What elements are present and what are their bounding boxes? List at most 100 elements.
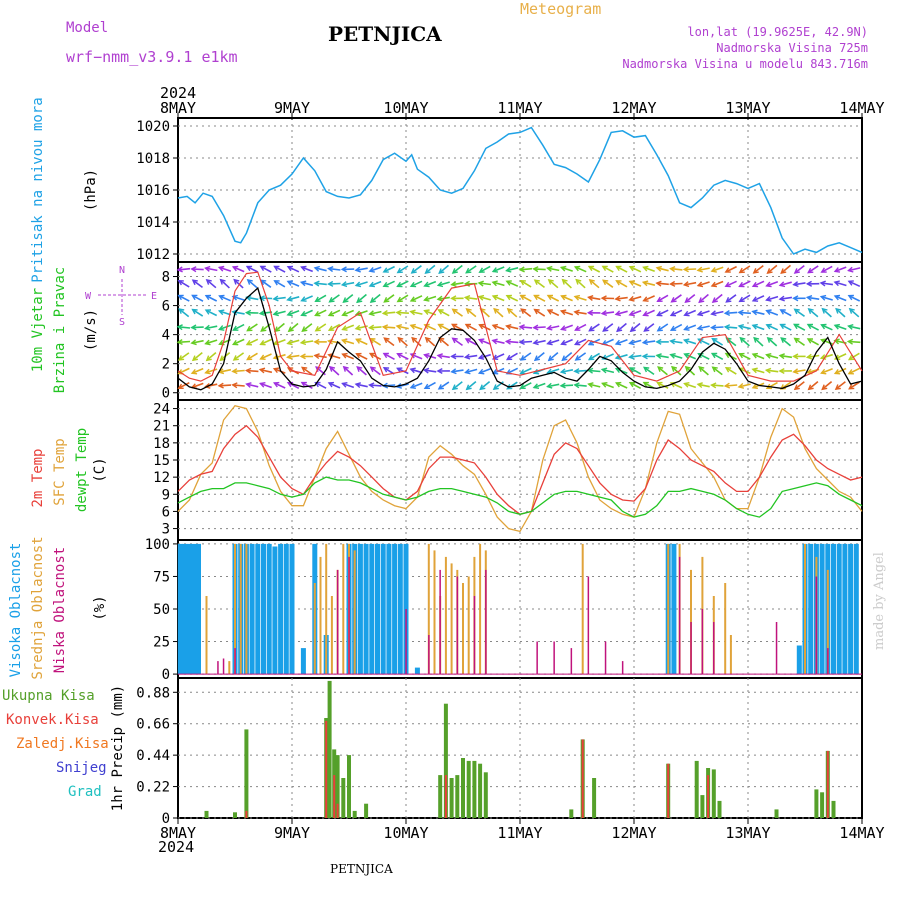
wind-arrow: [767, 337, 778, 347]
wind-arrow: [739, 294, 751, 303]
wind-arrow-head: [396, 296, 403, 303]
wind-arrow-head: [451, 268, 458, 274]
wind-arrow-head: [806, 338, 813, 344]
total_precip-bar: [831, 800, 836, 818]
mid_cloud-bar: [205, 596, 208, 675]
wind-arrow-head: [533, 308, 540, 315]
wind-arrow: [574, 369, 587, 373]
wind-arrow-head: [245, 382, 252, 388]
high_cloud-bar: [196, 543, 201, 675]
wind-arrow-head: [436, 367, 443, 375]
wind-arrow-head: [368, 281, 375, 288]
wind-arrow: [602, 265, 614, 273]
wind-arrow-head: [191, 279, 198, 286]
wind-arrow: [547, 267, 560, 272]
wind-arrow: [369, 266, 382, 272]
wind-arrow: [820, 282, 834, 286]
wind-arrow-head: [231, 339, 239, 346]
wind-arrow: [397, 280, 409, 288]
wind-arrow-head: [614, 367, 622, 374]
wind-arrow-head: [327, 310, 335, 317]
mid_cloud-bar: [342, 543, 345, 675]
wind-arrow: [246, 296, 259, 301]
wind-arrow-head: [723, 382, 731, 389]
wind-arrow: [205, 339, 218, 345]
wind-arrow-head: [683, 325, 690, 331]
conv_precip-bar: [325, 720, 328, 818]
high_cloud-bar: [671, 543, 677, 675]
wind-arrow-head: [218, 294, 225, 301]
wind-arrow: [712, 293, 723, 303]
mid_cloud-bar: [433, 550, 436, 675]
wind-arrow-head: [300, 265, 307, 272]
wind-arrow: [670, 353, 683, 359]
wind-arrow: [684, 339, 697, 345]
wind-arrow: [547, 368, 560, 374]
wind-arrow-head: [328, 296, 335, 303]
wind-arrow: [739, 265, 751, 274]
wind-arrow-head: [409, 352, 417, 359]
wind-arrow: [328, 309, 341, 317]
low_cloud-bar: [485, 569, 487, 675]
wind-arrow-head: [491, 354, 499, 360]
wind-arrow: [548, 351, 559, 361]
wind-arrow: [725, 265, 737, 273]
low_cloud-bar: [701, 609, 704, 675]
wind-arrow: [547, 383, 560, 388]
wind-arrow: [657, 381, 669, 389]
wind-arrow-head: [231, 382, 238, 389]
wind-arrow: [465, 296, 478, 300]
wind-arrow: [219, 295, 231, 302]
wind-arrow: [533, 382, 546, 389]
ytick-label-temperature: 3: [162, 522, 170, 538]
wind-arrow: [561, 310, 574, 316]
wind-arrow: [629, 367, 642, 375]
total_precip-bar: [774, 809, 779, 818]
wind-arrow-head: [409, 281, 417, 288]
pressure-axis-label: Pritisak na nivou mora: [30, 97, 46, 282]
xtick-bottom-8MAY: 8MAY: [160, 824, 196, 842]
wind-arrow: [315, 294, 327, 302]
wind-arrow-head: [670, 296, 677, 303]
wind-arrow-head: [423, 296, 430, 302]
mid_cloud-bar: [467, 576, 470, 675]
wind-arrow-head: [272, 381, 280, 388]
wind-arrow: [629, 381, 642, 390]
wind-arrow: [478, 282, 492, 286]
wind-arrow: [191, 367, 204, 374]
low_cloud-bar: [678, 556, 681, 675]
wind-arrow-head: [642, 310, 649, 317]
wind-arrow: [779, 281, 792, 287]
wind-arrow-head: [821, 384, 828, 391]
wind-arrow: [602, 368, 615, 374]
xtick-bottom-10MAY: 10MAY: [383, 824, 428, 842]
total_precip-bar: [352, 810, 357, 818]
wind-arrow: [766, 324, 779, 331]
wind-arrow: [466, 380, 477, 390]
wind-arrow: [671, 366, 682, 376]
wind-arrow-head: [436, 353, 443, 360]
wind-arrow-head: [300, 310, 307, 317]
xtick-top-14MAY: 14MAY: [839, 99, 884, 117]
wind-arrow-head: [505, 266, 512, 273]
high_cloud-bar: [853, 543, 859, 675]
wind-arrow-head: [643, 326, 650, 332]
wind-arrow-head: [657, 366, 664, 372]
wind-arrow-head: [834, 384, 841, 390]
wind-arrow: [451, 369, 464, 373]
total_precip-bar: [443, 703, 448, 818]
wind-arrow: [766, 309, 779, 316]
wind-arrow-head: [423, 353, 430, 359]
wind-arrow: [178, 280, 190, 288]
wind-arrow-head: [710, 281, 717, 288]
wind-arrow: [411, 265, 422, 274]
wind-arrow: [356, 338, 368, 346]
wind-arrow: [506, 352, 518, 361]
total_precip-bar: [327, 680, 332, 818]
wind-arrow-head: [587, 265, 595, 272]
wind-arrow-head: [479, 384, 486, 391]
wind-arrow: [520, 294, 532, 302]
high_cloud-bar: [831, 543, 836, 675]
wind-arrow-head: [520, 308, 527, 314]
wind-arrow: [575, 323, 587, 331]
